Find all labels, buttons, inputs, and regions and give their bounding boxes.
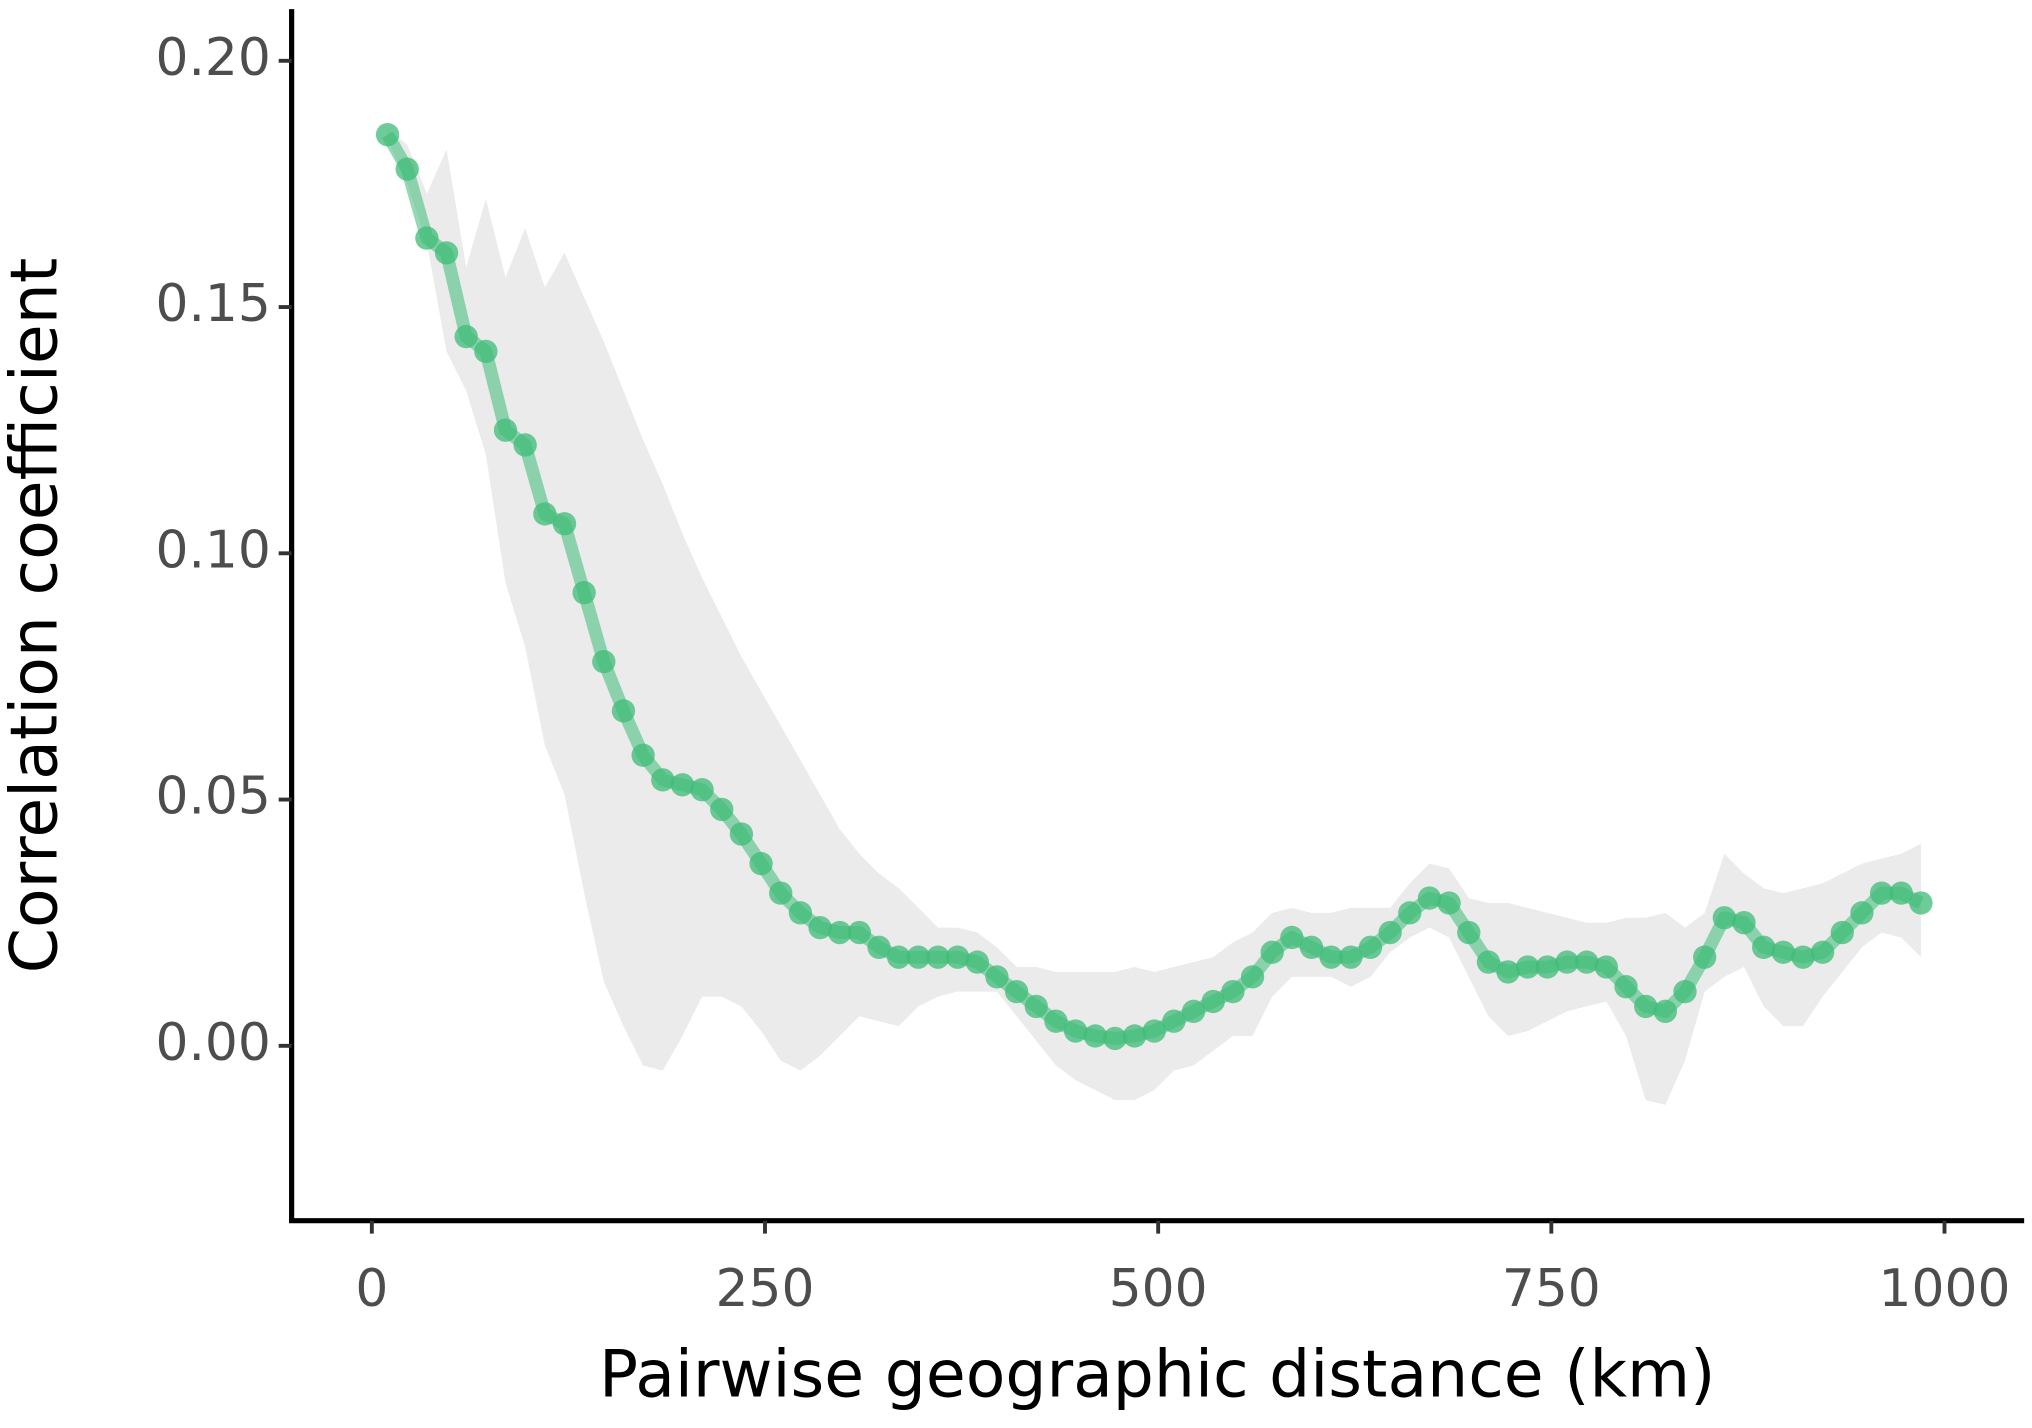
point (1417, 886, 1442, 910)
x-tick-label: 750 (1502, 1259, 1601, 1319)
point (1181, 999, 1206, 1024)
point (1201, 989, 1225, 1014)
point (1260, 940, 1284, 964)
point (1634, 994, 1658, 1019)
point (1044, 1009, 1068, 1033)
point (749, 851, 773, 876)
point (1319, 945, 1343, 969)
point (670, 773, 695, 797)
point (1575, 950, 1599, 974)
point (808, 915, 832, 940)
point (906, 945, 931, 969)
point (1535, 955, 1560, 979)
x-tick-label: 500 (1109, 1259, 1208, 1319)
point (1909, 891, 1933, 915)
point (592, 649, 616, 674)
point (1437, 891, 1461, 915)
point (788, 901, 813, 925)
point (965, 950, 989, 974)
point (1830, 920, 1854, 945)
x-tick-label: 0 (355, 1259, 388, 1319)
point (493, 418, 518, 442)
y-tick-label: 0.15 (155, 274, 270, 334)
y-tick-label: 0.10 (155, 520, 270, 580)
y-tick-label: 0.20 (155, 28, 270, 88)
point (847, 920, 872, 945)
point (985, 965, 1009, 989)
point (867, 935, 891, 959)
point (1496, 960, 1520, 984)
point (611, 699, 636, 723)
point (828, 920, 852, 945)
point (651, 768, 675, 792)
point (1810, 940, 1835, 964)
point (926, 945, 950, 969)
point (395, 157, 419, 181)
point (513, 433, 537, 457)
point (710, 797, 734, 822)
point (1693, 945, 1717, 969)
point (945, 945, 970, 969)
point (1339, 945, 1363, 969)
point (434, 241, 459, 265)
point (1614, 975, 1638, 999)
point (1358, 935, 1383, 959)
point (1004, 979, 1029, 1004)
point (1162, 1009, 1186, 1033)
point (1516, 955, 1540, 979)
point (631, 743, 655, 767)
point (415, 226, 439, 250)
point (1142, 1019, 1166, 1043)
y-tick-label: 0.00 (155, 1013, 270, 1073)
point (1653, 999, 1678, 1024)
point (729, 822, 754, 846)
point (454, 324, 478, 349)
point (572, 581, 596, 605)
confidence-band (387, 129, 1921, 1105)
x-axis-title: Pairwise geographic distance (km) (599, 1337, 1715, 1412)
point (769, 881, 793, 905)
point (1555, 950, 1579, 974)
point (1476, 950, 1501, 974)
point (1221, 979, 1245, 1004)
point (1594, 955, 1619, 979)
point (1280, 925, 1304, 950)
point (1771, 940, 1795, 964)
point (1063, 1019, 1088, 1043)
point (690, 778, 714, 802)
point (1083, 1024, 1107, 1048)
point (1103, 1026, 1127, 1051)
plot-area (375, 123, 1933, 1105)
point (1024, 994, 1048, 1019)
y-tick-label: 0.05 (155, 767, 270, 827)
x-tick-label: 250 (716, 1259, 815, 1319)
point (1712, 906, 1736, 930)
point (1398, 901, 1422, 925)
point (1751, 935, 1776, 959)
point (1673, 979, 1697, 1004)
point (1889, 881, 1913, 905)
point (1457, 920, 1481, 945)
y-axis-title: Correlation coefficient (0, 258, 73, 973)
point (1378, 920, 1402, 945)
point (1732, 911, 1756, 935)
point (1850, 901, 1874, 925)
point (887, 945, 911, 969)
point (474, 339, 498, 364)
point (1240, 965, 1265, 989)
point (1299, 935, 1324, 959)
x-tick-label: 1000 (1879, 1259, 2011, 1319)
point (1122, 1024, 1147, 1048)
point (533, 502, 557, 526)
point (1791, 945, 1815, 969)
point (1869, 881, 1894, 905)
point (375, 123, 400, 147)
point (552, 512, 577, 536)
